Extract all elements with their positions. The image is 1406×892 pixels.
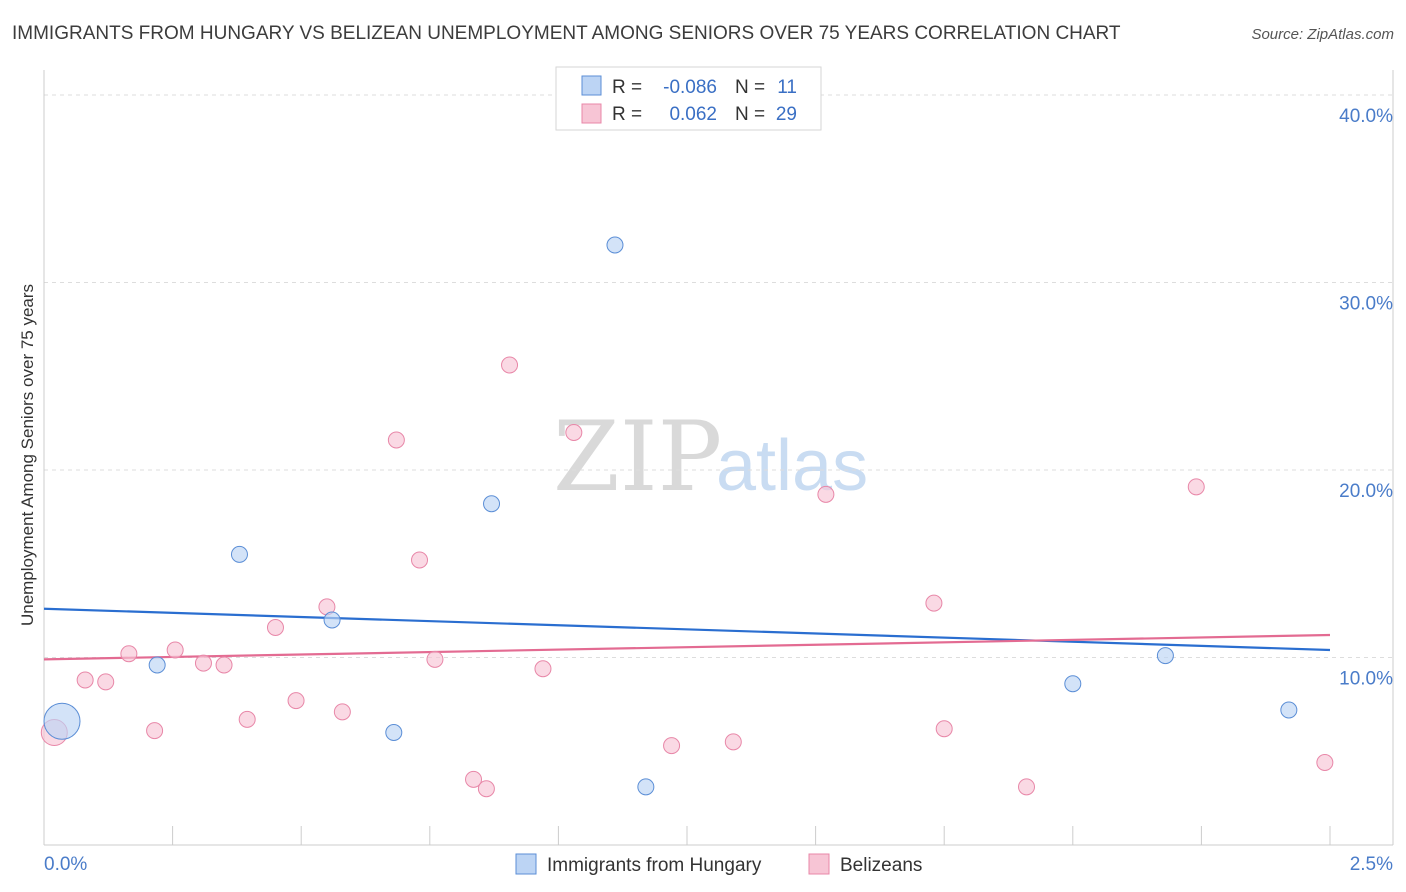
legend-n-value-belizeans: 29: [776, 104, 797, 125]
trend-line-hungary: [43, 607, 1331, 652]
bottom-legend-swatch-belizeans: [808, 853, 830, 875]
legend: R = -0.086 N = 11 R = 0.062 N = 29: [555, 66, 822, 131]
point-hungary-9: [1156, 647, 1174, 665]
point-belizeans-4: [146, 722, 164, 740]
chart-source: Source: ZipAtlas.com: [1251, 26, 1394, 43]
point-belizeans-2: [97, 673, 115, 691]
legend-n-value-hungary: 11: [777, 77, 797, 98]
legend-swatch-hungary: [581, 75, 602, 96]
y-tick-labels: 10.0% 20.0% 30.0% 40.0%: [1339, 106, 1393, 690]
bottom-legend-label-belizeans: Belizeans: [840, 855, 922, 876]
legend-r-value-belizeans: 0.062: [669, 104, 717, 125]
point-hungary-6: [606, 236, 624, 254]
y-tick-label-2: 30.0%: [1339, 294, 1393, 315]
x-tick-label-0: 0.0%: [44, 854, 87, 875]
y-tick-label-0: 10.0%: [1339, 669, 1393, 690]
x-ticks: [43, 826, 1331, 845]
trend-lines: [43, 607, 1331, 661]
point-belizeans-1: [76, 671, 94, 689]
chart-title: IMMIGRANTS FROM HUNGARY VS BELIZEAN UNEM…: [12, 23, 1121, 44]
point-belizeans-20: [565, 424, 583, 441]
point-belizeans-6: [194, 654, 212, 672]
point-belizeans-21: [663, 737, 681, 755]
point-hungary-7: [637, 778, 655, 796]
gridlines: [44, 94, 1393, 658]
point-hungary-4: [385, 724, 403, 741]
point-hungary-1: [148, 656, 166, 674]
point-hungary-0: [43, 702, 81, 740]
point-belizeans-5: [166, 641, 184, 659]
point-belizeans-22: [724, 733, 742, 751]
point-hungary-2: [230, 545, 248, 563]
legend-n-label-hungary: N =: [735, 77, 765, 98]
point-belizeans-16: [465, 770, 483, 788]
point-hungary-8: [1064, 675, 1082, 693]
point-belizeans-17: [477, 780, 495, 798]
point-belizeans-15: [426, 650, 444, 668]
legend-r-label-hungary: R =: [612, 77, 642, 98]
legend-swatch-belizeans: [581, 103, 602, 124]
legend-n-label-belizeans: N =: [735, 104, 765, 125]
bottom-legend-label-hungary: Immigrants from Hungary: [547, 855, 762, 876]
y-tick-label-3: 40.0%: [1339, 106, 1393, 127]
legend-r-value-hungary: -0.086: [663, 77, 717, 98]
point-belizeans-12: [333, 703, 351, 721]
legend-r-label-belizeans: R =: [612, 104, 642, 125]
point-hungary-3: [323, 611, 341, 629]
point-belizeans-19: [534, 660, 552, 678]
point-belizeans-13: [387, 431, 405, 449]
point-belizeans-9: [266, 619, 284, 636]
point-belizeans-14: [411, 551, 429, 569]
point-belizeans-27: [1187, 478, 1205, 496]
point-belizeans-28: [1316, 754, 1334, 771]
watermark-zip: ZIP: [553, 401, 722, 513]
watermark: ZIP atlas: [553, 401, 868, 513]
point-belizeans-24: [925, 594, 943, 612]
bottom-legend-swatch-hungary: [515, 853, 537, 875]
point-hungary-10: [1280, 701, 1298, 719]
point-belizeans-10: [287, 692, 305, 710]
watermark-atlas: atlas: [716, 426, 868, 506]
point-belizeans-7: [215, 656, 233, 674]
point-belizeans-25: [935, 720, 953, 738]
trend-line-belizeans: [43, 633, 1331, 661]
x-tick-labels: 0.0% 2.5%: [44, 854, 1393, 875]
x-tick-label-1: 2.5%: [1350, 854, 1393, 875]
point-hungary-5: [483, 495, 501, 513]
point-belizeans-18: [501, 356, 519, 374]
point-belizeans-3: [120, 645, 138, 663]
y-tick-label-1: 20.0%: [1339, 481, 1393, 502]
point-belizeans-8: [238, 710, 256, 728]
point-belizeans-23: [817, 485, 835, 503]
data-points: [40, 236, 1334, 798]
y-axis-label: Unemployment Among Seniors over 75 years: [18, 284, 37, 626]
bottom-legend: Immigrants from Hungary Belizeans: [515, 853, 922, 876]
point-belizeans-26: [1018, 778, 1036, 796]
